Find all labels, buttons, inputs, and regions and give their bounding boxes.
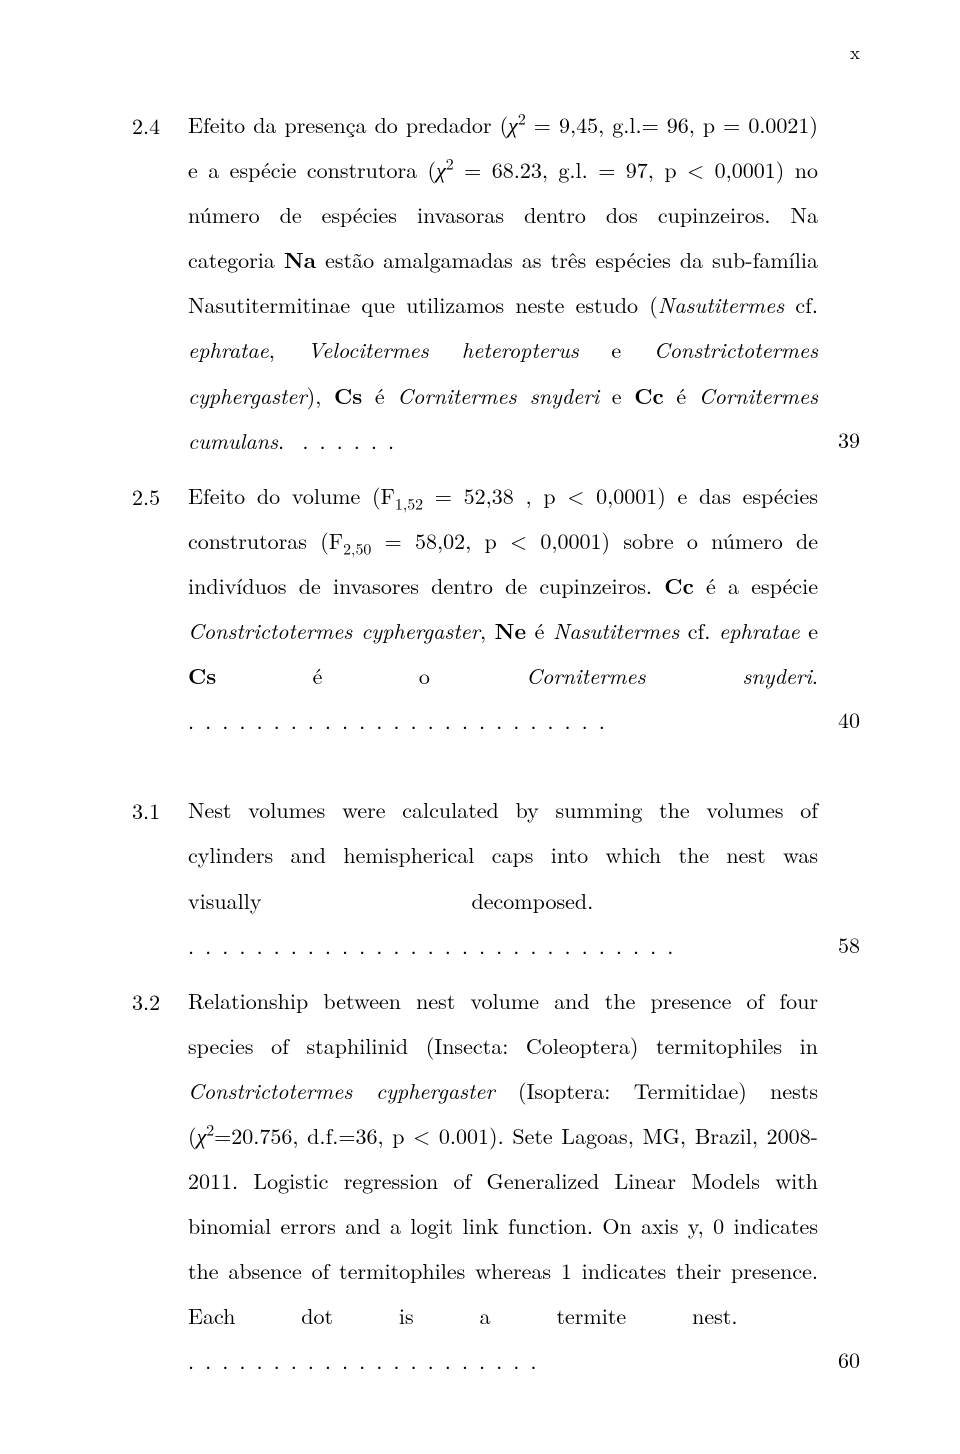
toc-entry-number: 2.4 [132,102,188,148]
toc-list: 2.4Efeito da presença do predador (χ2 = … [132,102,860,1384]
toc-entry: 2.5Efeito do volume (F1,52 = 52,38 , p <… [132,473,860,744]
toc-entry-page: 58 [818,922,860,968]
toc-entry-text: Nest volumes were calculated by summing … [188,787,818,967]
toc-entry-text: Efeito da presença do predador (χ2 = 9,4… [188,102,818,463]
toc-entry-page: 40 [818,697,860,743]
toc-entry-number: 2.5 [132,473,188,519]
toc-entry: 3.1Nest volumes were calculated by summi… [132,787,860,967]
toc-entry-page: 39 [818,417,860,463]
toc-entry-page: 60 [818,1337,860,1383]
toc-entry-number: 3.2 [132,978,188,1024]
toc-entry-text: Efeito do volume (F1,52 = 52,38 , p < 0,… [188,473,818,744]
page-number-label: x [850,38,860,65]
toc-entry-number: 3.1 [132,787,188,833]
toc-entry-text: Relationship between nest volume and the… [188,978,818,1384]
toc-entry: 3.2Relationship between nest volume and … [132,978,860,1384]
toc-entry: 2.4Efeito da presença do predador (χ2 = … [132,102,860,463]
page: x 2.4Efeito da presença do predador (χ2 … [0,0,960,1454]
